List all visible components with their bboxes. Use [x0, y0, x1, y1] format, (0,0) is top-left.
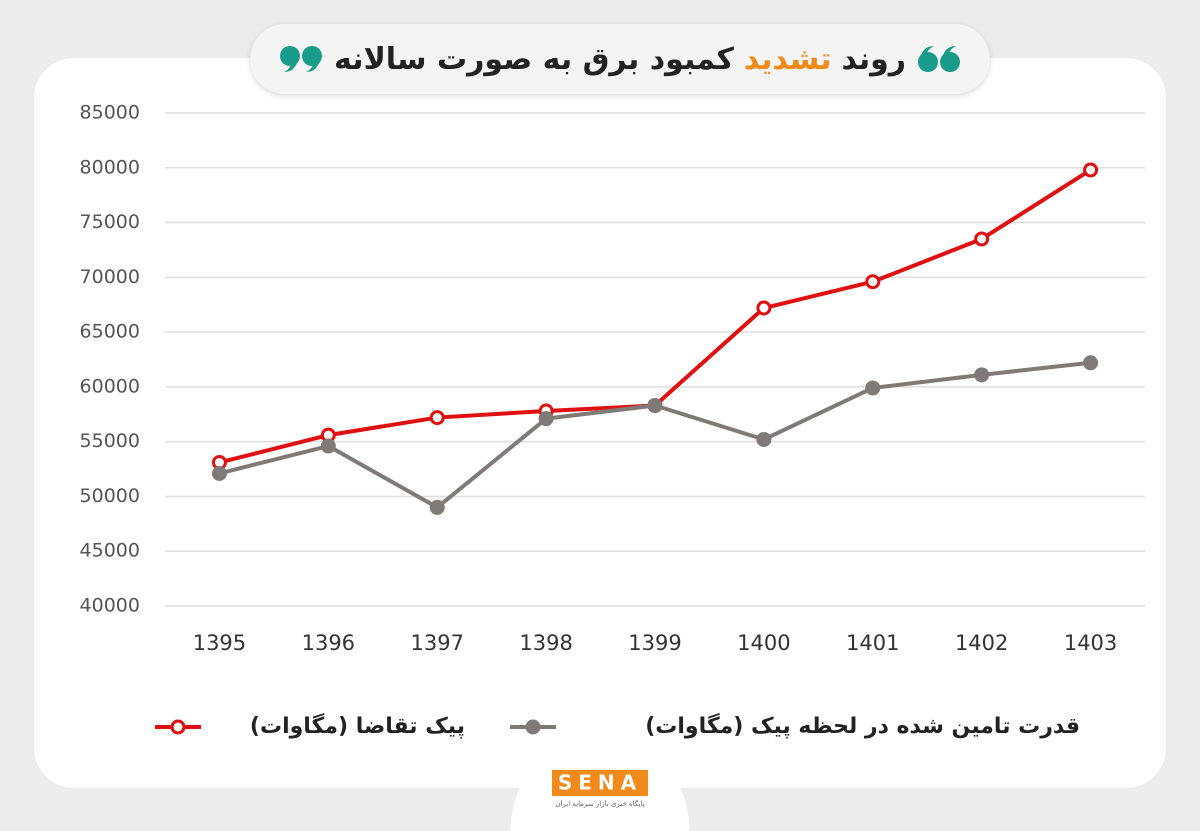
plot: 40000 45000 50000 55000 60000 65000 70000 75000… — [80, 102, 1145, 739]
y-tick-label: 80000 — [80, 156, 140, 178]
point — [429, 499, 445, 515]
point — [756, 300, 772, 316]
point — [1083, 355, 1099, 371]
x-tick-label: 1395 — [193, 631, 246, 655]
x-tick-label: 1398 — [519, 631, 572, 655]
legend-marker — [525, 719, 541, 735]
logo-box — [552, 770, 648, 796]
point — [865, 274, 881, 290]
point — [538, 411, 554, 427]
legend-label: قدرت تامین شده در لحظه پیک (مگاوات) — [645, 712, 1080, 739]
point — [974, 231, 990, 247]
x-tick-label: 1403 — [1064, 631, 1117, 655]
y-tick-label: 85000 — [80, 102, 140, 124]
logo: SENA — [558, 771, 642, 795]
y-tick-label: 45000 — [80, 540, 140, 562]
point — [1083, 162, 1099, 178]
title-highlight: تشدید — [743, 41, 832, 77]
x-tick-label: 1400 — [737, 631, 790, 655]
title-text: کمبود برق به صورت سالانه — [334, 41, 734, 77]
point — [320, 438, 336, 454]
title: روند تشدید کمبود برق به صورت سالانه — [250, 24, 990, 94]
y-tick-label: 50000 — [80, 485, 140, 507]
legend-label: پیک تقاضا (مگاوات) — [250, 712, 465, 739]
point — [429, 410, 445, 426]
title-text: روند — [841, 41, 907, 77]
quote-icon — [280, 46, 322, 72]
point — [974, 367, 990, 383]
legend-marker — [170, 719, 186, 735]
x-tick-label: 1397 — [410, 631, 463, 655]
point — [211, 465, 227, 481]
y-tick-label: 70000 — [80, 266, 140, 288]
logo-subtitle: پایگاه خبری بازار سرمایه ایران — [555, 799, 644, 808]
x-tick-label: 1402 — [955, 631, 1008, 655]
point — [865, 380, 881, 396]
point — [756, 431, 772, 447]
quote-icon — [918, 46, 961, 72]
y-tick-label: 55000 — [80, 430, 140, 452]
x-tick-label: 1396 — [302, 631, 355, 655]
y-tick-label: 75000 — [80, 211, 140, 233]
x-tick-label: 1401 — [846, 631, 899, 655]
y-tick-label: 40000 — [80, 595, 140, 617]
y-tick-label: 65000 — [80, 321, 140, 343]
point — [647, 398, 663, 414]
y-tick-label: 60000 — [80, 375, 140, 397]
x-tick-label: 1399 — [628, 631, 681, 655]
